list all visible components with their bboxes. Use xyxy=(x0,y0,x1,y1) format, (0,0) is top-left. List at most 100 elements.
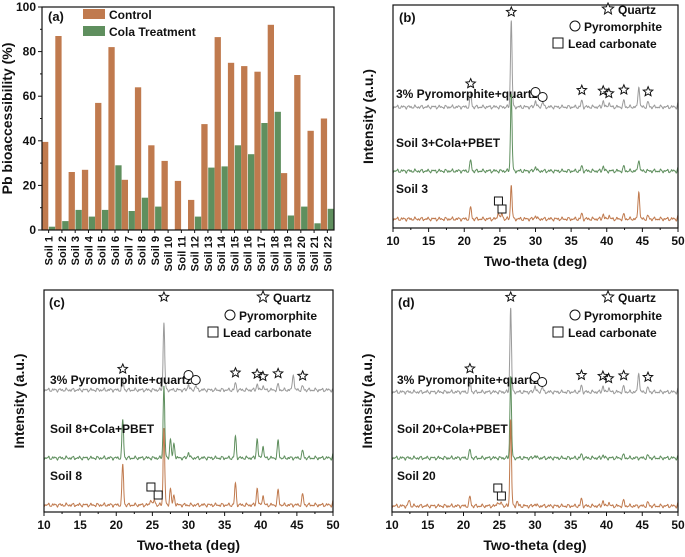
control-bar-20 xyxy=(294,75,301,230)
x-tick-label: 20 xyxy=(457,518,471,532)
cola-bar-22 xyxy=(327,208,334,230)
y-axis-label: Intensity (a.u.) xyxy=(360,69,376,164)
cola-bar-8 xyxy=(141,197,149,230)
control-bar-16 xyxy=(241,66,248,230)
panel-c: 3% Pyromorphite+quartz Soil 8+Cola+PBET So… xyxy=(11,289,340,553)
control-bar-11 xyxy=(174,180,182,230)
legend-label: Lead carbonate xyxy=(223,326,312,340)
series-label: Soil 8 xyxy=(50,469,82,483)
control-bar-2 xyxy=(55,36,62,230)
control-bar-18 xyxy=(267,24,274,230)
x-tick-label: 40 xyxy=(254,518,268,532)
legend-lead-carbonate-icon xyxy=(552,37,564,49)
series-line-3 xyxy=(392,419,678,509)
y-tick-label: 20 xyxy=(23,178,37,192)
x-tick-label: Soil 12 xyxy=(190,236,202,271)
lead-carbonate-marker xyxy=(493,483,503,493)
control-bar-10 xyxy=(161,160,168,230)
quartz-marker xyxy=(575,368,588,381)
x-tick-label: Soil 13 xyxy=(203,236,215,271)
series-label: Soil 20 xyxy=(397,469,436,483)
y-tick-label: 40 xyxy=(23,134,37,148)
legend-label: Quartz xyxy=(273,291,311,305)
legend-swatch xyxy=(83,26,105,36)
legend-label: Quartz xyxy=(618,291,656,305)
x-tick-label: Soil 3 xyxy=(70,236,82,265)
pyromorphite-marker xyxy=(537,92,548,102)
series-line-2 xyxy=(392,376,678,461)
cola-bar-12 xyxy=(194,216,202,230)
control-bar-5 xyxy=(95,102,102,230)
x-tick-label: 10 xyxy=(386,234,400,248)
x-tick-label: Soil 9 xyxy=(150,236,162,265)
y-tick-label: 80 xyxy=(23,45,37,59)
x-tick-label: 45 xyxy=(636,518,650,532)
panel-b: 3% Pyromorphite+quartz Soil 3+Cola+PBET So… xyxy=(360,1,685,269)
control-bar-19 xyxy=(280,173,288,230)
cola-bar-3 xyxy=(75,209,82,230)
x-tick-label: Soil 8 xyxy=(137,236,149,265)
series-label: Soil 3 xyxy=(396,182,428,196)
panel-label: (d) xyxy=(398,295,415,310)
x-tick-label: 25 xyxy=(493,234,507,248)
pyromorphite-marker xyxy=(530,87,541,97)
x-tick-label: 30 xyxy=(528,518,542,532)
x-tick-label: 25 xyxy=(493,518,507,532)
panel-label: (b) xyxy=(399,10,416,25)
control-bar-3 xyxy=(68,172,75,230)
quartz-marker xyxy=(602,87,615,99)
control-bar-9 xyxy=(148,145,155,230)
panel-label: (c) xyxy=(49,295,65,310)
legend-label: Pyromorphite xyxy=(584,309,662,323)
x-tick-label: Soil 20 xyxy=(296,236,308,271)
x-tick-label: 30 xyxy=(529,234,543,248)
x-tick-label: 45 xyxy=(290,518,304,532)
panel-a: Soil 1 Soil 2 Soil 3 Soil 4 Soil 5 Soil 6 Soil… xyxy=(0,0,335,271)
y-axis-label: Intensity (a.u.) xyxy=(359,354,375,449)
lead-carbonate-marker xyxy=(497,204,507,214)
panel-d: 3% Pyromorphite+quartz Soil 20+Cola+PBET S… xyxy=(359,289,685,553)
series-label: 3% Pyromorphite+quartz xyxy=(50,373,192,387)
quartz-marker xyxy=(229,366,242,378)
x-axis-label: Two-theta (deg) xyxy=(483,537,586,553)
lead-carbonate-marker xyxy=(493,196,503,206)
control-bar-8 xyxy=(134,87,142,230)
x-tick-label: 50 xyxy=(671,518,685,532)
legend-label: Lead carbonate xyxy=(568,326,657,340)
quartz-marker xyxy=(641,370,654,383)
legend-label: Control xyxy=(109,8,152,22)
legend-quartz-icon xyxy=(256,289,270,303)
series-line-1 xyxy=(393,20,678,110)
quartz-marker xyxy=(157,290,170,303)
cola-bar-5 xyxy=(102,209,109,230)
x-tick-label: 40 xyxy=(600,234,614,248)
quartz-marker xyxy=(642,85,655,97)
legend-pyromorphite-icon xyxy=(224,309,236,321)
series-label: Soil 3+Cola+PBET xyxy=(396,136,501,150)
x-tick-label: Soil 11 xyxy=(176,236,188,271)
x-tick-label: Soil 17 xyxy=(256,236,268,271)
cola-bar-2 xyxy=(62,221,69,230)
control-bar-4 xyxy=(81,169,89,230)
y-tick-label: 60 xyxy=(23,89,37,103)
x-tick-label: Soil 1 xyxy=(44,236,56,265)
lead-carbonate-marker xyxy=(496,491,506,501)
control-bar-14 xyxy=(214,37,221,230)
x-tick-label: Soil 22 xyxy=(322,236,334,271)
x-tick-label: Soil 16 xyxy=(243,236,255,271)
x-tick-label: 45 xyxy=(636,234,650,248)
x-tick-label: 10 xyxy=(37,518,51,532)
series-label: Soil 8+Cola+PBET xyxy=(50,422,155,436)
quartz-marker xyxy=(617,369,630,381)
series-line-2 xyxy=(393,94,678,174)
series-label: 3% Pyromorphite+quartz xyxy=(397,373,539,387)
cola-bar-15 xyxy=(234,145,242,230)
cola-bar-4 xyxy=(88,216,96,230)
y-tick-label: 100 xyxy=(16,0,36,14)
pyromorphite-marker xyxy=(183,370,194,380)
pyromorphite-marker xyxy=(190,375,201,385)
series-label: 3% Pyromorphite+quartz xyxy=(396,87,538,101)
control-bar-12 xyxy=(188,199,195,230)
lead-carbonate-marker xyxy=(153,490,163,500)
x-tick-label: Soil 5 xyxy=(97,236,109,265)
